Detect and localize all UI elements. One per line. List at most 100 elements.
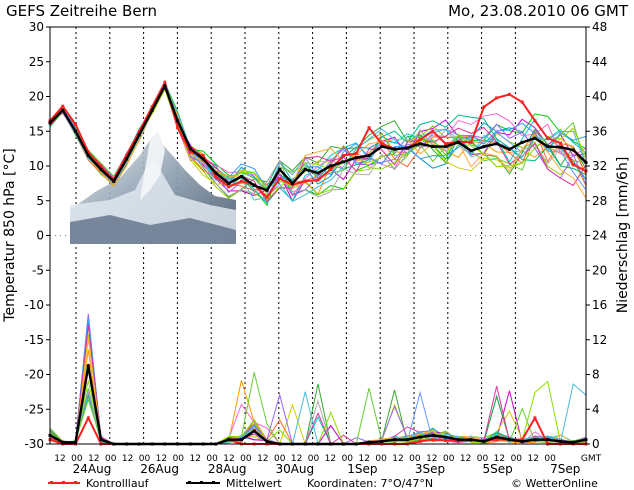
x-date-label: 3Sep bbox=[415, 462, 445, 476]
control-precip-point bbox=[418, 439, 422, 443]
right-tick-label: 44 bbox=[592, 55, 607, 69]
mean-precip-point bbox=[495, 435, 499, 439]
mean-temperature-point bbox=[201, 157, 205, 161]
x-hour-label: 12 bbox=[358, 454, 369, 464]
mean-precip-point bbox=[520, 439, 524, 443]
mean-precip-point bbox=[393, 438, 397, 442]
mean-temperature-point bbox=[405, 146, 409, 150]
control-temperature-point bbox=[86, 150, 90, 154]
x-hour-label: 12 bbox=[156, 454, 167, 464]
mean-temperature-point bbox=[418, 142, 422, 146]
right-tick-label: 32 bbox=[592, 159, 607, 173]
member-precip-line bbox=[49, 372, 587, 445]
control-temperature-point bbox=[227, 185, 231, 189]
control-temperature-point bbox=[61, 104, 65, 108]
mean-precip-point bbox=[227, 438, 231, 442]
member-precip-line bbox=[49, 369, 587, 445]
mean-temperature-point bbox=[252, 183, 256, 187]
right-tick-label: 36 bbox=[592, 124, 607, 138]
x-date-label: 24Aug bbox=[73, 462, 112, 476]
legend-marks-control bbox=[50, 481, 77, 484]
mean-temperature-point bbox=[482, 145, 486, 149]
control-temperature-point bbox=[163, 81, 167, 85]
mean-temperature-point bbox=[342, 160, 346, 164]
control-precip-point bbox=[520, 438, 524, 442]
x-hour-label: 12 bbox=[122, 454, 133, 464]
mean-precip-point bbox=[367, 440, 371, 444]
mean-precip-point bbox=[558, 439, 562, 443]
right-tick-label: 16 bbox=[592, 298, 607, 312]
right-tick-label: 8 bbox=[592, 368, 600, 382]
control-temperature-point bbox=[188, 150, 192, 154]
x-hour-label: 00 bbox=[105, 454, 117, 464]
left-tick-label: 10 bbox=[29, 159, 44, 173]
x-date-label: 1Sep bbox=[347, 462, 377, 476]
ensemble-members bbox=[49, 80, 587, 445]
x-hour-label: 00 bbox=[342, 454, 354, 464]
mean-precip-point bbox=[546, 438, 550, 442]
control-temperature-point bbox=[176, 126, 180, 130]
control-temperature-point bbox=[342, 154, 346, 158]
mean-temperature-point bbox=[456, 140, 460, 144]
mean-precip-point bbox=[418, 435, 422, 439]
control-temperature-point bbox=[214, 174, 218, 178]
mean-temperature-point bbox=[393, 147, 397, 151]
x-hour-label: 00 bbox=[139, 454, 151, 464]
control-precip-point bbox=[444, 439, 448, 443]
mean-temperature-point bbox=[546, 145, 550, 149]
mean-precip-point bbox=[86, 364, 90, 368]
right-axis-title: Niederschlag [mm/6h] bbox=[615, 157, 631, 314]
control-temperature-point bbox=[201, 154, 205, 158]
right-tick-label: 12 bbox=[592, 333, 607, 347]
left-tick-label: 25 bbox=[29, 55, 44, 69]
x-hour-label: 00 bbox=[308, 454, 320, 464]
legend: Kontrolllauf Mittelwert Koordinaten: 7°O… bbox=[48, 477, 598, 490]
legend-label-mean: Mittelwert bbox=[226, 477, 282, 490]
x-hour-label: 00 bbox=[71, 454, 83, 464]
control-temperature-point bbox=[546, 136, 550, 140]
control-temperature-point bbox=[137, 129, 141, 133]
control-temperature-point bbox=[239, 179, 243, 183]
x-date-label: 7Sep bbox=[550, 462, 580, 476]
control-temperature-point bbox=[533, 119, 537, 123]
mean-precip-point bbox=[469, 438, 473, 442]
control-precip-point bbox=[86, 416, 90, 420]
left-tick-label: 30 bbox=[29, 20, 44, 34]
legend-label-control: Kontrolllauf bbox=[86, 477, 150, 490]
mean-precip-point bbox=[74, 440, 78, 444]
control-temperature-point bbox=[520, 100, 524, 104]
mean-temperature-point bbox=[354, 156, 358, 160]
mean-temperature-point bbox=[495, 142, 499, 146]
mean-precip-point bbox=[431, 433, 435, 437]
mean-temperature-point bbox=[214, 171, 218, 175]
x-hour-label: 00 bbox=[173, 454, 185, 464]
mean-temperature-point bbox=[125, 157, 129, 161]
mean-temperature-point bbox=[380, 145, 384, 149]
coordinates-label: Koordinaten: 7°O/47°N bbox=[307, 477, 433, 490]
x-hour-label: 12 bbox=[392, 454, 403, 464]
left-tick-label: 5 bbox=[36, 194, 44, 208]
mean-temperature-point bbox=[278, 167, 282, 171]
x-hour-label: 12 bbox=[426, 454, 437, 464]
control-precip-point bbox=[533, 416, 537, 420]
mean-precip-point bbox=[61, 440, 65, 444]
x-hour-label: 00 bbox=[477, 454, 489, 464]
run-date: Mo, 23.08.2010 06 GMT bbox=[448, 2, 629, 20]
mean-precip-point bbox=[482, 439, 486, 443]
x-date-label: 30Aug bbox=[275, 462, 314, 476]
left-tick-label: 20 bbox=[29, 90, 44, 104]
member-precip-line bbox=[49, 349, 587, 445]
mean-temperature-point bbox=[290, 181, 294, 185]
mean-temperature-point bbox=[239, 174, 243, 178]
member-precip-line bbox=[49, 363, 587, 445]
mean-temperature-point bbox=[150, 108, 154, 112]
x-hour-label: 12 bbox=[527, 454, 538, 464]
mean-temperature-point bbox=[99, 167, 103, 171]
chart-title: GEFS Zeitreihe Bern bbox=[6, 2, 157, 20]
mean-temperature-point bbox=[86, 154, 90, 158]
control-temperature-point bbox=[99, 164, 103, 168]
mean-temperature-point bbox=[520, 140, 524, 144]
legend-marks-mean bbox=[188, 481, 215, 484]
mean-precip-point bbox=[533, 438, 537, 442]
control-temperature-point bbox=[329, 167, 333, 171]
